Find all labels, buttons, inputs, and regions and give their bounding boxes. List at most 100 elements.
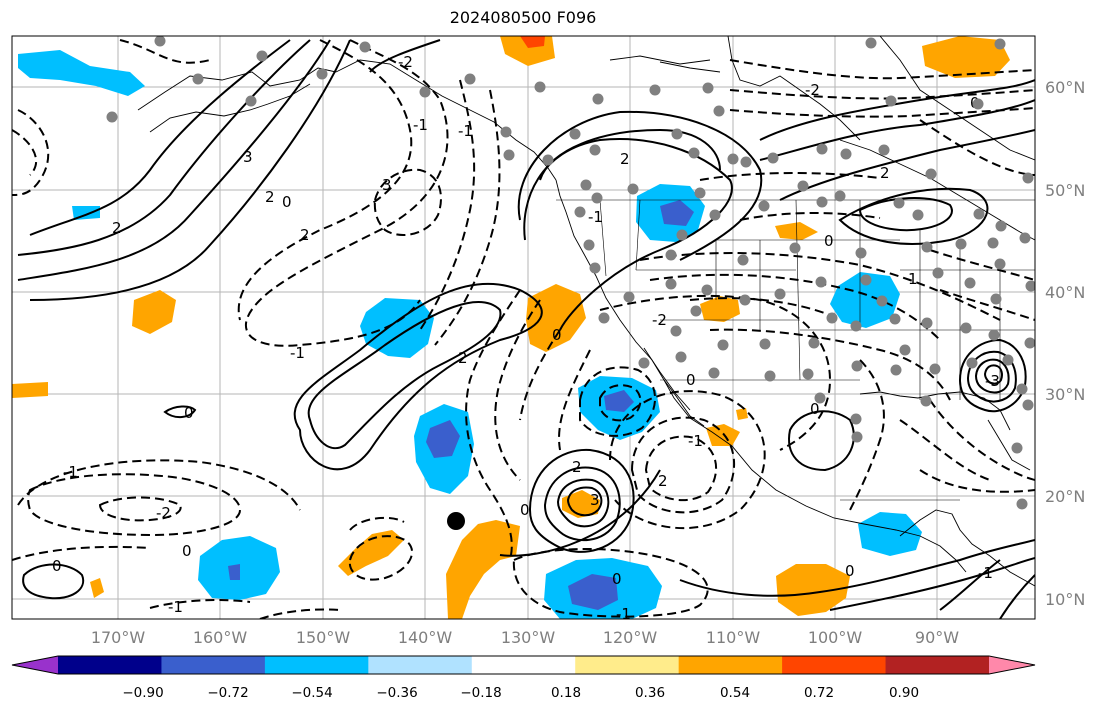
station-dot: [638, 357, 650, 369]
longitude-labels: 170°W 160°W 150°W 140°W 130°W 120°W 110°…: [91, 628, 959, 647]
station-dot: [1019, 232, 1031, 244]
station-dot: [987, 237, 999, 249]
station-dot: [921, 241, 933, 253]
station-dot: [665, 249, 677, 261]
lon-label: 170°W: [91, 628, 146, 647]
station-dot: [256, 50, 268, 62]
contour-label: 0: [282, 193, 292, 211]
station-dot: [675, 351, 687, 363]
colorbar-tick-label: 0.36: [635, 685, 665, 701]
station-dot: [990, 293, 1002, 305]
station-dot: [995, 220, 1007, 232]
contour-label: -3: [985, 372, 1000, 390]
station-dot: [890, 364, 902, 376]
station-dot: [676, 229, 688, 241]
contour-label: -1: [63, 463, 78, 481]
station-dot: [464, 73, 476, 85]
station-dot: [774, 288, 786, 300]
lon-label: 90°W: [915, 628, 959, 647]
station-dot: [534, 81, 546, 93]
contour-label: 2: [265, 188, 275, 206]
contour-label: 2: [880, 164, 890, 182]
lon-label: 120°W: [603, 628, 658, 647]
contour-label: -2: [805, 81, 820, 99]
station-dot: [759, 338, 771, 350]
station-dot: [359, 41, 371, 53]
station-dot: [1002, 354, 1014, 366]
station-dot: [802, 368, 814, 380]
station-dot: [740, 156, 752, 168]
station-dot: [665, 278, 677, 290]
contour-label: 2: [458, 349, 468, 367]
contour-label: 1: [908, 270, 918, 288]
station-dot: [589, 262, 601, 274]
station-dot: [106, 111, 118, 123]
map-title: 2024080500 F096: [449, 8, 597, 27]
lat-label: 60°N: [1045, 78, 1085, 97]
dashed-contours: [12, 39, 1035, 619]
station-dot: [713, 105, 725, 117]
contour-label: 0: [612, 570, 622, 588]
stronger-negative-anomaly: [228, 564, 240, 580]
contour-label: 3: [590, 491, 600, 509]
station-dot: [709, 209, 721, 221]
positive-anomaly: [736, 408, 748, 420]
colorbar-segment: [161, 656, 266, 674]
colorbar-tick-labels: −0.90 −0.72 −0.54 −0.36 −0.18 0.18 0.36 …: [122, 685, 919, 701]
strong-positive-anomaly: [520, 36, 545, 48]
colorbar-segment: [575, 656, 680, 674]
station-dot: [808, 337, 820, 349]
negative-anomaly: [360, 298, 434, 358]
positive-anomaly: [12, 382, 48, 398]
station-dot: [690, 305, 702, 317]
station-dot: [1016, 383, 1028, 395]
contour-label: 0: [520, 501, 530, 519]
contour-label: -2: [398, 53, 413, 71]
colorbar-tick-label: 0.54: [720, 685, 750, 701]
colorbar-tick-label: −0.18: [460, 685, 501, 701]
contour-label: -1: [616, 605, 631, 623]
station-dot: [994, 38, 1006, 50]
station-dot: [623, 291, 635, 303]
contour-label: 0: [184, 404, 194, 422]
contour-label: 0: [182, 542, 192, 560]
station-dot: [789, 242, 801, 254]
colorbar-tick-label: 0.90: [889, 685, 919, 701]
colorbar-tick-label: −0.36: [376, 685, 417, 701]
station-dot: [816, 196, 828, 208]
station-dot: [758, 200, 770, 212]
station-dot: [1022, 399, 1034, 411]
contour-label: -1: [688, 432, 703, 450]
station-dot: [542, 154, 554, 166]
positive-anomaly: [706, 424, 740, 446]
station-dot: [500, 126, 512, 138]
stronger-negative-anomaly: [604, 390, 634, 412]
lat-label: 20°N: [1045, 487, 1085, 506]
positive-anomaly: [922, 36, 1010, 78]
colorbar-outline: [11, 655, 1036, 675]
contour-label: 3: [243, 148, 253, 166]
colorbar-segment: [471, 656, 576, 674]
contour-label: -1: [290, 344, 305, 362]
contour-label: 2: [620, 150, 630, 168]
station-dot: [960, 322, 972, 334]
station-dot: [955, 238, 967, 250]
negative-anomaly: [18, 50, 145, 96]
map-frame: [11, 35, 1036, 620]
station-dot: [503, 149, 515, 161]
lon-label: 160°W: [193, 628, 248, 647]
station-dot: [574, 206, 586, 218]
contour-labels: 3 2 2 0 -1 2 3 -2 -1 -1 2 0 2 -1 -2 0 0 …: [52, 53, 1000, 623]
contour-label: -2: [156, 504, 171, 522]
colorbar-segment: [885, 656, 990, 674]
station-dot: [245, 95, 257, 107]
contour-label: -1: [413, 116, 428, 134]
station-dot: [973, 208, 985, 220]
lon-label: 110°W: [706, 628, 761, 647]
station-dot: [840, 148, 852, 160]
station-dot: [966, 357, 978, 369]
colorbar-tick-label: 0.72: [804, 685, 834, 701]
positive-anomaly: [776, 564, 850, 616]
station-dot: [797, 180, 809, 192]
contour-label: -2: [652, 311, 667, 329]
